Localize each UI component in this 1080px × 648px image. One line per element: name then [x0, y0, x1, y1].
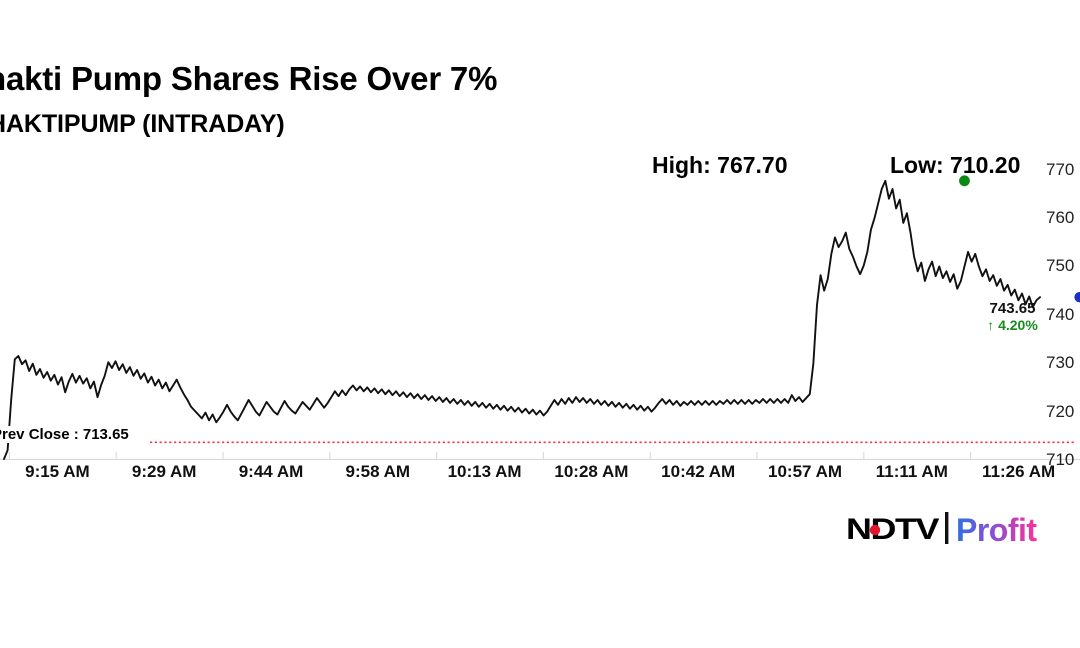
- day-high-label: High: 767.70: [652, 152, 788, 178]
- prev-close-label: Prev Close : 713.65: [0, 426, 132, 443]
- y-axis-tick: 770: [1046, 159, 1075, 179]
- y-axis-tick: 720: [1046, 401, 1075, 421]
- y-axis-tick: 740: [1046, 304, 1075, 324]
- y-axis: 770 760 750 740 730 720 710: [1046, 160, 1080, 470]
- x-axis-tick: 10:42 AM: [661, 462, 736, 481]
- y-axis-tick: 750: [1046, 256, 1075, 276]
- x-axis-tick: 9:58 AM: [345, 462, 411, 481]
- logo-red-dot-icon: [869, 524, 881, 536]
- high-low-row: High: 767.70 Low: 710.20: [640, 152, 1060, 182]
- x-axis-tick: 9:29 AM: [131, 462, 197, 481]
- last-change-value: ↑ 4.20%: [987, 317, 1038, 334]
- logo-ndtv-text: NDTV: [846, 513, 939, 546]
- last-price-value: 743.65: [989, 300, 1036, 317]
- price-chart: [0, 160, 1080, 460]
- y-axis-tick: 730: [1046, 353, 1075, 373]
- x-axis-tick: 10:57 AM: [767, 462, 843, 481]
- page-title: hakti Pump Shares Rise Over 7%: [0, 60, 498, 97]
- x-axis-tick: 11:11 AM: [875, 462, 948, 481]
- logo-divider: [945, 512, 949, 544]
- last-marker-dot: [1074, 291, 1080, 303]
- page-subtitle: HAKTIPUMP (INTRADAY): [0, 110, 285, 138]
- last-price-callout: 743.65 ↑ 4.20%: [970, 300, 1055, 333]
- y-axis-tick: 760: [1046, 208, 1075, 228]
- price-chart-svg: [0, 175, 1080, 460]
- x-axis-tick: 9:44 AM: [238, 462, 304, 481]
- price-line: [3, 179, 1041, 460]
- day-low-label: Low: 710.20: [890, 152, 1021, 178]
- y-axis-tick: 710: [1046, 450, 1075, 469]
- x-axis-tick: 9:15 AM: [25, 462, 90, 481]
- x-axis: 9:15 AM 9:29 AM 9:44 AM 9:58 AM 10:13 AM 10:2…: [0, 462, 1080, 490]
- x-axis-tick: 10:13 AM: [447, 462, 522, 481]
- x-axis-tick: 11:26 AM: [982, 462, 1056, 481]
- logo-profit-text: Profit: [956, 512, 1037, 548]
- high-marker-dot: [959, 175, 970, 187]
- x-axis-tick: 10:28 AM: [554, 462, 629, 481]
- logo-svg: NDTV Profit: [846, 512, 1038, 548]
- axis-layer: [0, 452, 1080, 460]
- ndtv-profit-logo: NDTV Profit: [846, 508, 1056, 550]
